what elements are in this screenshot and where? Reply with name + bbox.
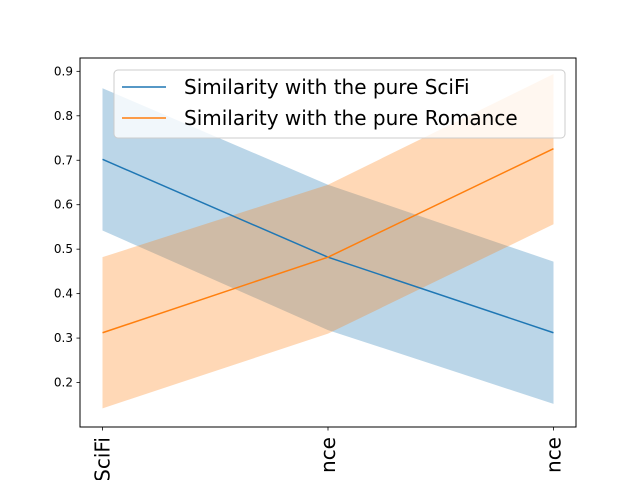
legend-label-1: Similarity with the pure SciFi [184,75,470,99]
confidence-bands [102,74,554,409]
y-tick-label: 0.5 [54,242,73,256]
confidence-band-1 [102,88,554,404]
x-axis: SciFi nce nce [91,427,566,480]
y-tick-label: 0.3 [54,331,73,345]
x-tick-label: nce [542,437,566,473]
confidence-band-2 [102,74,554,409]
y-tick-label: 0.4 [54,287,73,301]
y-axis: 0.2 0.3 0.4 0.5 0.6 0.7 0.8 0.9 [54,64,80,390]
y-tick-label: 0.6 [54,198,73,212]
x-tick-label: nce [316,437,340,473]
series-lines [102,148,554,334]
series-line-2 [102,148,554,334]
y-tick-label: 0.8 [54,109,73,123]
y-tick-label: 0.7 [54,153,73,167]
legend-box [113,69,566,139]
legend-label-2: Similarity with the pure Romance [184,106,518,130]
x-tick-label: SciFi [91,437,115,480]
y-tick-label: 0.2 [54,376,73,390]
legend: Similarity with the pure SciFi Similarity… [113,69,566,139]
y-tick-label: 0.9 [54,64,73,78]
